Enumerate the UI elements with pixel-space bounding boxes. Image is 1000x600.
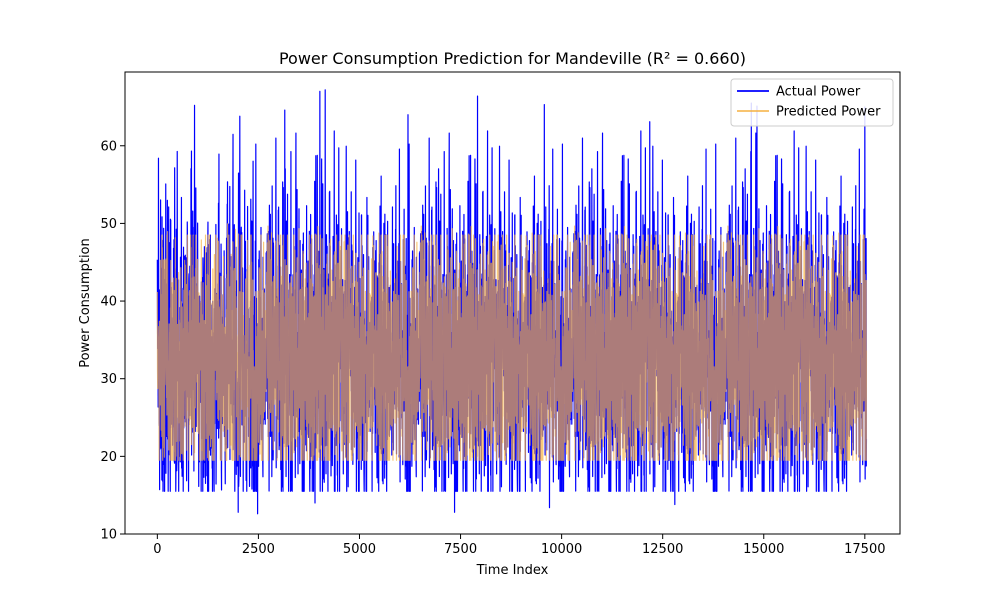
y-tick-label: 50 xyxy=(100,217,117,232)
x-tick-label: 5000 xyxy=(343,542,376,557)
x-tick-label: 7500 xyxy=(444,542,477,557)
y-tick-label: 20 xyxy=(100,450,117,465)
plot-frame xyxy=(124,71,901,535)
x-tick-label: 12500 xyxy=(642,542,683,557)
y-tick-label: 40 xyxy=(100,295,117,310)
y-axis-label: Power Consumption xyxy=(78,238,93,368)
y-tick-label: 60 xyxy=(100,139,117,154)
x-axis: 0 2500 5000 7500 10000 12500 15000 17500 xyxy=(153,534,886,557)
x-tick-label: 17500 xyxy=(844,542,885,557)
x-tick-label: 10000 xyxy=(541,542,582,557)
y-tick-label: 10 xyxy=(100,528,117,543)
x-tick-label: 0 xyxy=(153,542,161,557)
legend-label-actual-power: Actual Power xyxy=(776,85,861,100)
series-line-predicted-power xyxy=(156,223,868,461)
chart-title: Power Consumption Prediction for Mandevi… xyxy=(279,49,746,68)
x-axis-label: Time Index xyxy=(476,563,549,578)
legend-label-predicted-power: Predicted Power xyxy=(776,105,881,120)
x-tick-label: 2500 xyxy=(242,542,275,557)
series-layer xyxy=(156,89,868,515)
y-axis: 10 20 30 40 50 60 xyxy=(100,139,125,543)
legend-box xyxy=(730,78,894,127)
legend: Actual Power Predicted Power xyxy=(730,78,894,127)
x-tick-label: 15000 xyxy=(743,542,784,557)
y-tick-label: 30 xyxy=(100,372,117,387)
